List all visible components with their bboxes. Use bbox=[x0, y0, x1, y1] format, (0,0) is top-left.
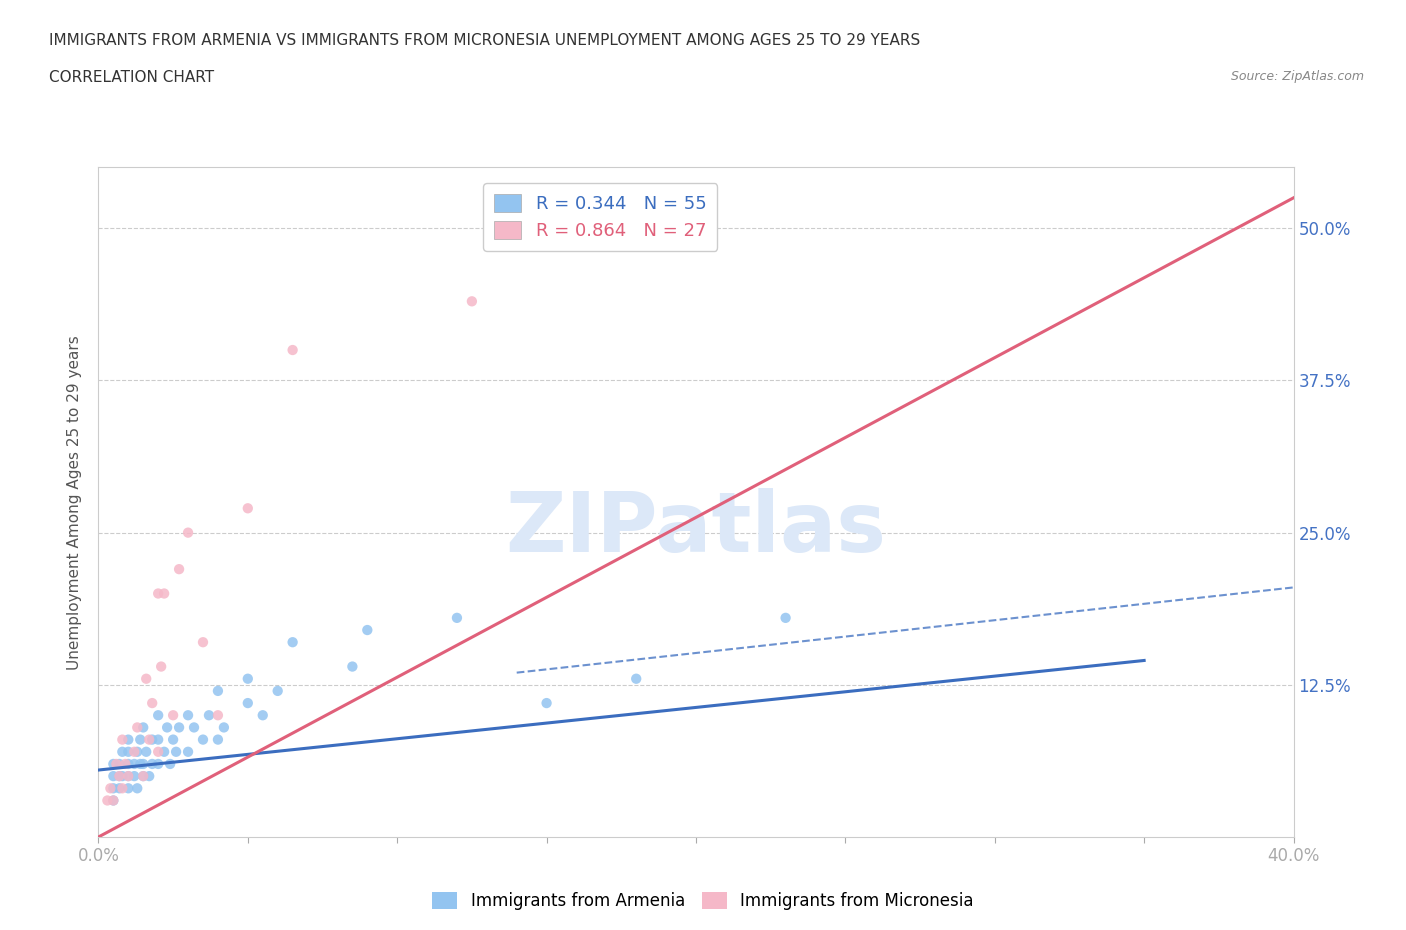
Point bbox=[135, 671, 157, 686]
Point bbox=[127, 781, 149, 796]
Point bbox=[148, 744, 170, 759]
Point bbox=[132, 756, 155, 771]
Point bbox=[536, 696, 558, 711]
Point bbox=[132, 769, 155, 784]
Point bbox=[124, 756, 146, 771]
Point bbox=[207, 732, 229, 747]
Point bbox=[129, 732, 152, 747]
Point bbox=[117, 769, 139, 784]
Point bbox=[127, 744, 149, 759]
Point bbox=[342, 659, 364, 674]
Point bbox=[103, 793, 125, 808]
Point bbox=[148, 732, 170, 747]
Point bbox=[129, 756, 152, 771]
Point bbox=[177, 525, 200, 540]
Point bbox=[117, 732, 139, 747]
Point bbox=[117, 744, 139, 759]
Point bbox=[153, 744, 176, 759]
Point bbox=[141, 732, 163, 747]
Y-axis label: Unemployment Among Ages 25 to 29 years: Unemployment Among Ages 25 to 29 years bbox=[67, 335, 83, 670]
Point bbox=[446, 610, 468, 625]
Point bbox=[177, 708, 200, 723]
Point bbox=[108, 781, 131, 796]
Point bbox=[138, 732, 160, 747]
Point bbox=[114, 756, 136, 771]
Point bbox=[132, 769, 155, 784]
Point bbox=[148, 708, 170, 723]
Point bbox=[138, 769, 160, 784]
Text: IMMIGRANTS FROM ARMENIA VS IMMIGRANTS FROM MICRONESIA UNEMPLOYMENT AMONG AGES 25: IMMIGRANTS FROM ARMENIA VS IMMIGRANTS FR… bbox=[49, 33, 921, 47]
Point bbox=[153, 586, 176, 601]
Point bbox=[156, 720, 179, 735]
Point bbox=[111, 732, 134, 747]
Point bbox=[167, 720, 190, 735]
Point bbox=[103, 756, 125, 771]
Point bbox=[135, 744, 157, 759]
Legend: Immigrants from Armenia, Immigrants from Micronesia: Immigrants from Armenia, Immigrants from… bbox=[426, 885, 980, 917]
Point bbox=[356, 622, 378, 637]
Point bbox=[207, 708, 229, 723]
Point bbox=[267, 684, 290, 698]
Point bbox=[132, 720, 155, 735]
Point bbox=[141, 696, 163, 711]
Point bbox=[165, 744, 187, 759]
Point bbox=[103, 781, 125, 796]
Point bbox=[212, 720, 235, 735]
Text: CORRELATION CHART: CORRELATION CHART bbox=[49, 70, 214, 85]
Point bbox=[281, 635, 304, 650]
Point bbox=[108, 769, 131, 784]
Point bbox=[191, 635, 214, 650]
Point bbox=[162, 708, 184, 723]
Point bbox=[150, 659, 173, 674]
Legend: R = 0.344   N = 55, R = 0.864   N = 27: R = 0.344 N = 55, R = 0.864 N = 27 bbox=[484, 183, 717, 251]
Point bbox=[162, 732, 184, 747]
Point bbox=[117, 769, 139, 784]
Point bbox=[236, 696, 259, 711]
Point bbox=[103, 769, 125, 784]
Point bbox=[167, 562, 190, 577]
Point bbox=[111, 769, 134, 784]
Point bbox=[461, 294, 484, 309]
Point bbox=[236, 501, 259, 516]
Text: Source: ZipAtlas.com: Source: ZipAtlas.com bbox=[1230, 70, 1364, 83]
Point bbox=[108, 756, 131, 771]
Point bbox=[96, 793, 118, 808]
Text: ZIPatlas: ZIPatlas bbox=[506, 488, 886, 569]
Point bbox=[141, 756, 163, 771]
Point bbox=[148, 756, 170, 771]
Point bbox=[127, 720, 149, 735]
Point bbox=[124, 744, 146, 759]
Point bbox=[281, 342, 304, 357]
Point bbox=[100, 781, 122, 796]
Point bbox=[148, 586, 170, 601]
Point bbox=[105, 756, 128, 771]
Point bbox=[117, 756, 139, 771]
Point bbox=[117, 781, 139, 796]
Point bbox=[103, 793, 125, 808]
Point bbox=[177, 744, 200, 759]
Point bbox=[191, 732, 214, 747]
Point bbox=[626, 671, 648, 686]
Point bbox=[108, 769, 131, 784]
Point bbox=[775, 610, 797, 625]
Point bbox=[236, 671, 259, 686]
Point bbox=[207, 684, 229, 698]
Point bbox=[159, 756, 181, 771]
Point bbox=[124, 769, 146, 784]
Point bbox=[252, 708, 274, 723]
Point bbox=[111, 781, 134, 796]
Point bbox=[111, 744, 134, 759]
Point bbox=[198, 708, 221, 723]
Point bbox=[183, 720, 205, 735]
